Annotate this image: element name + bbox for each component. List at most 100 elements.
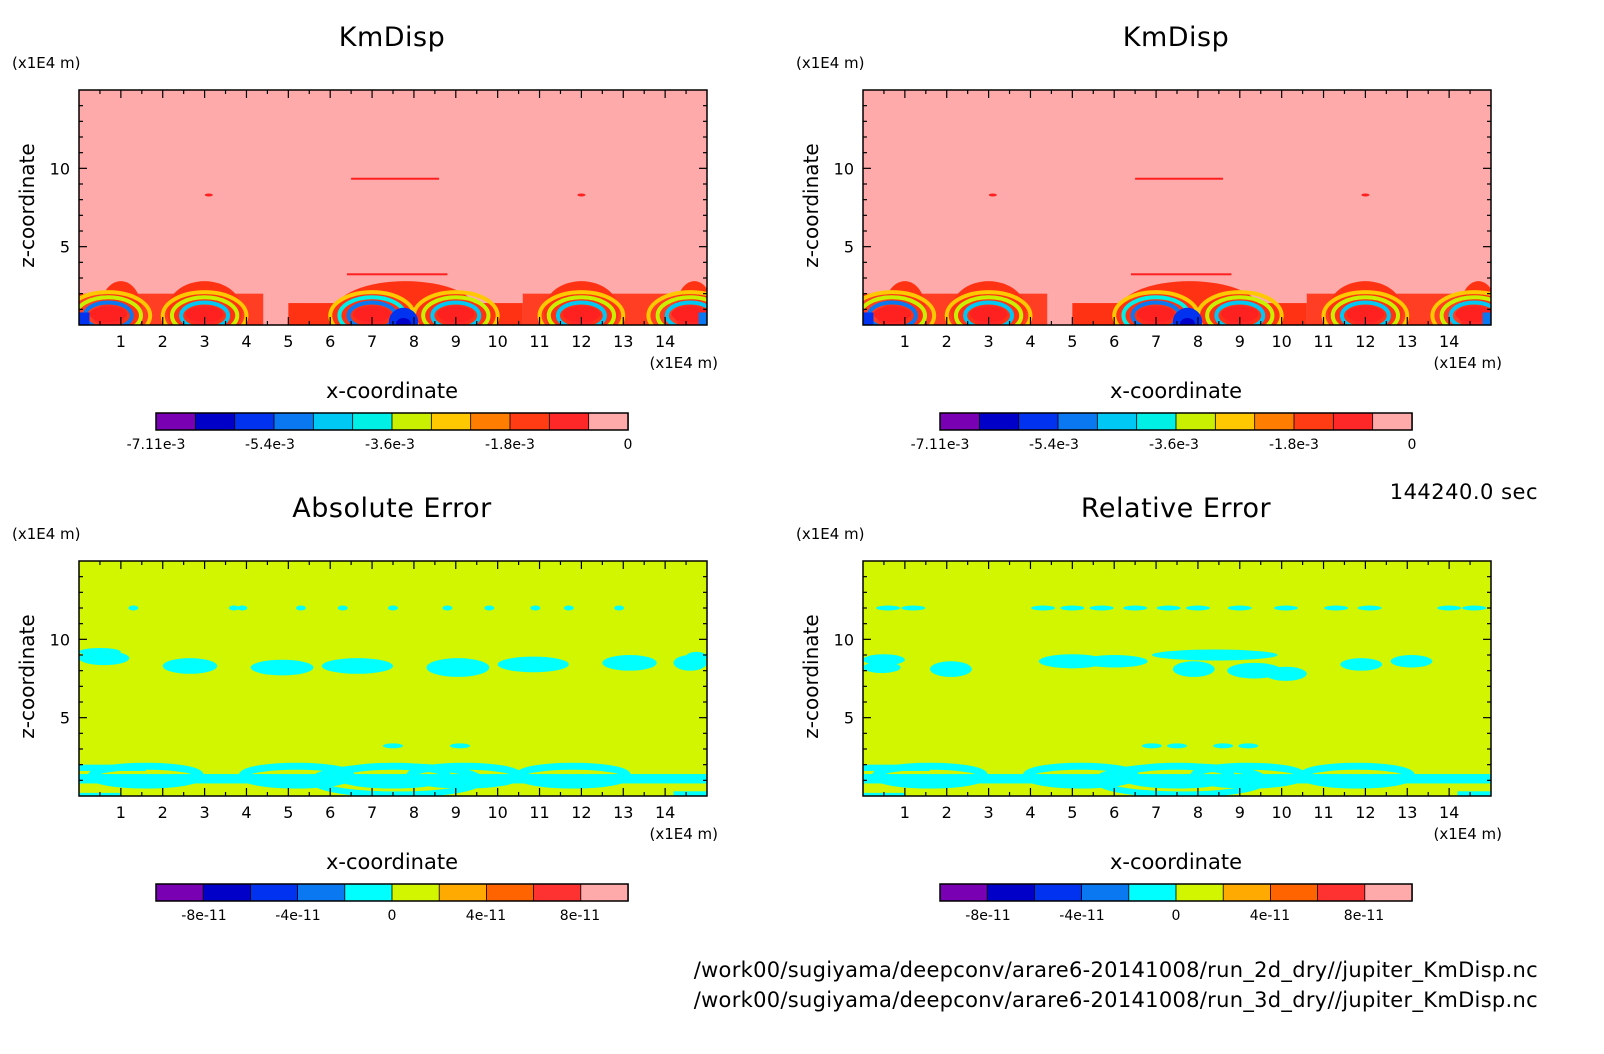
plot-contour-ring [430,300,482,325]
chart-panel-bottom-right: Relative Error(x1E4 m)1 2 3 4 5 6 7 8 9 10 11 12 13 1… [796,493,1502,924]
plot-error-patch [929,661,972,677]
plot-contour-ring [863,290,937,325]
plot-error-patch [1172,661,1215,677]
x-axis-label: x-coordinate [326,850,458,874]
plot-error-arc [872,762,988,789]
colorbar-label: 8e-11 [1344,908,1384,924]
plot-error-band [863,774,1491,784]
colorbar-swatch [1033,883,1083,902]
y-axis-label: z-coordinate [799,614,823,738]
plot-error-speck [530,605,541,611]
plot-contour-ring [169,295,240,325]
plot-contour-core [671,306,707,322]
plot-contour-core [873,306,912,322]
colorbar-swatch [1136,412,1177,431]
x-tick-label: 9 [1235,803,1245,822]
x-axis-label: x-coordinate [326,379,458,403]
y-tick-label: 10 [834,630,854,649]
plot-contour-ring [655,295,707,325]
plot-error-speck [1238,743,1259,749]
x-tick-label: 1 [900,803,910,822]
x-tick-label: 12 [1355,332,1375,351]
plot-contour-ring [944,290,1033,325]
plot-error-patch [602,655,657,671]
plot-error-patch [497,656,569,673]
colorbar-swatch [1018,412,1059,431]
plot-contour-ring [555,300,607,325]
colorbar-label: -1.8e-3 [485,437,535,453]
x-tick-label: 12 [571,803,591,822]
plot-thin-band [351,177,440,180]
colorbar-frame [939,883,1413,902]
x-tick-label: 6 [1109,803,1119,822]
y-axis-unit: (x1E4 m) [796,54,865,72]
colorbar-swatch [391,412,433,431]
x-tick-label: 2 [158,332,168,351]
colorbar-label: -4e-11 [275,908,320,924]
plot-error-speck [1462,605,1487,611]
plot-error-speck [1167,743,1187,749]
x-tick-label: 7 [367,332,377,351]
colorbar-swatch [588,412,629,431]
x-tick-label: 5 [1067,332,1077,351]
colorbar-label: -8e-11 [965,908,1010,924]
x-tick-label: 4 [241,803,251,822]
x-tick-label: 2 [158,803,168,822]
plot-edge-min [79,312,90,325]
plot-contour-core [185,306,224,322]
x-tick-label: 8 [409,803,419,822]
colorbar-label: 0 [1172,908,1181,924]
colorbar-swatch [580,883,629,902]
plot-edge-min [698,312,707,325]
plot-contour-ring [160,290,249,325]
colorbar-swatch [1372,412,1413,431]
time-label: 144240.0 sec [1389,480,1538,504]
footer-file-path-2: /work00/sugiyama/deepconv/arare6-2014100… [693,988,1538,1012]
plot-contour-ring [1448,300,1491,325]
x-tick-label: 2 [942,803,952,822]
colorbar-label: 4e-11 [466,908,506,924]
y-tick-label: 5 [844,709,854,728]
colorbar-swatch [533,883,582,902]
plot-contour-core [1220,306,1259,322]
colorbar-swatch [1269,883,1319,902]
colorbar-swatch [312,412,354,431]
colorbar-label: 0 [388,908,397,924]
plot-contour-ring [963,300,1015,325]
colorbar-swatch [1222,883,1272,902]
colorbar-label: -3.6e-3 [365,437,415,453]
plot-background [79,561,707,796]
colorbar-swatch [939,883,988,902]
x-tick-label: 13 [613,332,633,351]
x-tick-label: 14 [655,332,675,351]
plot-error-band [673,791,707,796]
y-tick-label: 5 [60,709,70,728]
colorbar-swatch [485,883,535,902]
plot-error-speck [1357,605,1382,611]
plot-error-speck [337,605,348,611]
x-axis-label: x-coordinate [1110,850,1242,874]
colorbar-swatch [1128,883,1177,902]
y-tick-label: 10 [50,159,70,178]
colorbar-swatch [202,883,252,902]
colorbar-label: 4e-11 [1250,908,1290,924]
colorbar-swatch [194,412,236,431]
plot-area [863,90,1491,325]
colorbar-swatch [470,412,511,431]
x-tick-label: 11 [529,803,549,822]
plot-error-band [1457,791,1491,796]
colorbar-swatch [1364,883,1413,902]
plot-contour-core [436,306,475,322]
plot-error-patch [863,654,905,666]
chart-panel-top-left: KmDisp(x1E4 m)1 2 3 4 5 6 7 8 9 10 11 12 13 14510(x1E… [12,22,718,453]
plot-error-speck [1227,605,1252,611]
colorbar-frame [155,883,629,902]
plot-error-band [79,774,707,784]
plot-error-speck [228,605,239,611]
x-tick-label: 1 [116,803,126,822]
chart-title: KmDisp [1123,22,1230,53]
chart-title: KmDisp [339,22,446,53]
plot-contour-ring [863,295,927,325]
plot-error-speck [388,605,398,611]
